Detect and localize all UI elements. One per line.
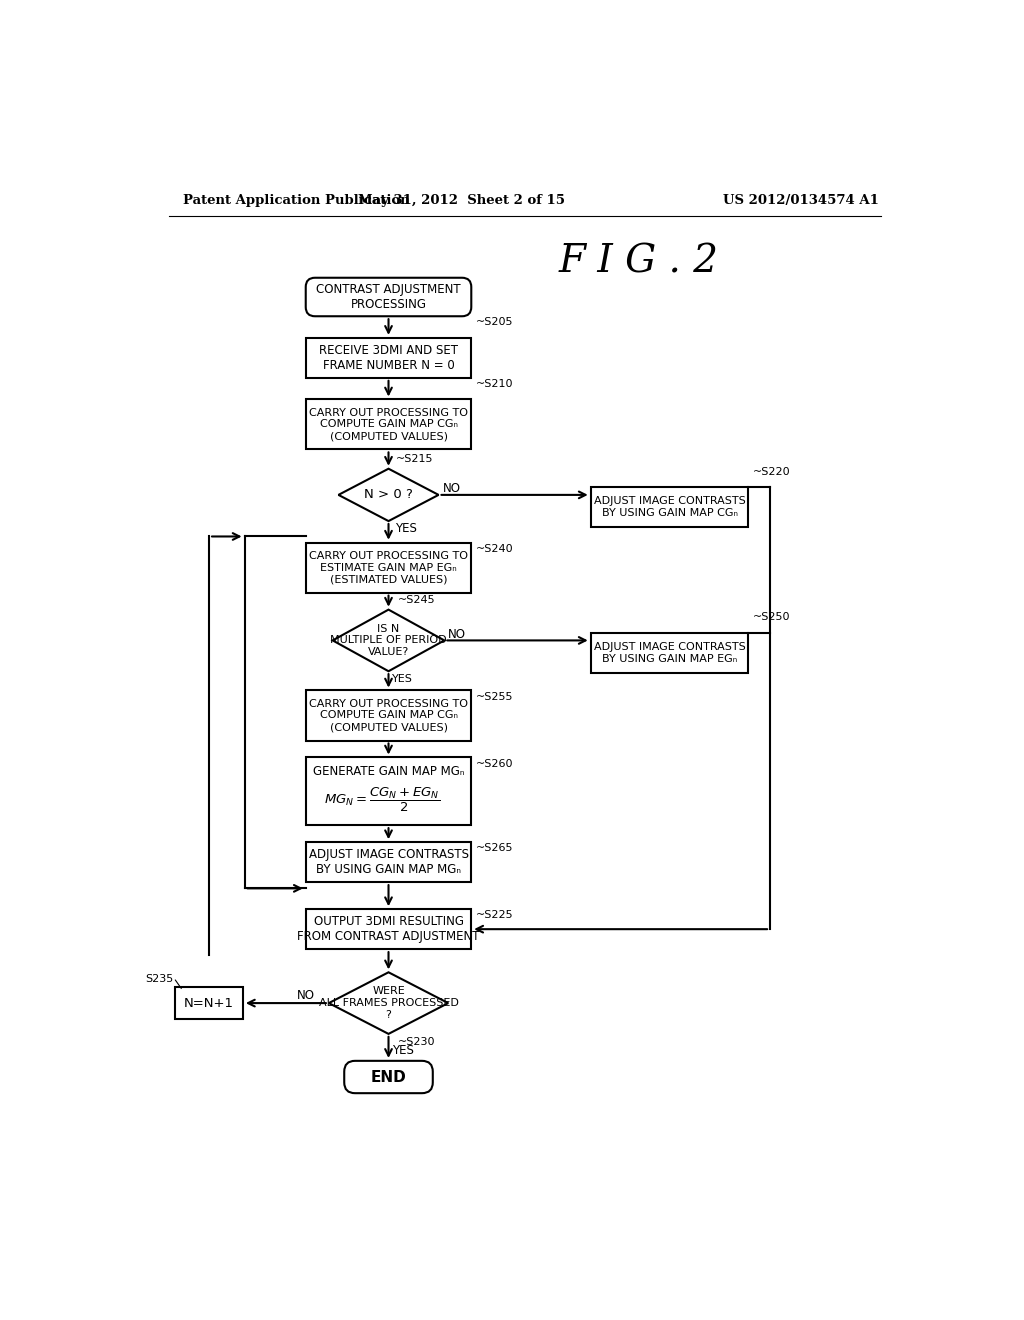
Text: ~S260: ~S260 (476, 759, 513, 768)
Bar (306, 842, 471, 882)
Bar (306, 690, 471, 741)
Bar (591, 632, 749, 673)
Text: S235: S235 (145, 974, 174, 985)
FancyBboxPatch shape (306, 277, 471, 317)
Bar (591, 487, 749, 527)
Text: END: END (371, 1069, 407, 1085)
Text: ADJUST IMAGE CONTRASTS
BY USING GAIN MAP MGₙ: ADJUST IMAGE CONTRASTS BY USING GAIN MAP… (308, 849, 469, 876)
Polygon shape (339, 469, 438, 521)
Text: CARRY OUT PROCESSING TO
ESTIMATE GAIN MAP EGₙ
(ESTIMATED VALUES): CARRY OUT PROCESSING TO ESTIMATE GAIN MA… (309, 550, 468, 585)
Text: ~S240: ~S240 (476, 544, 513, 554)
Text: ~S255: ~S255 (476, 692, 513, 702)
Text: YES: YES (392, 1044, 415, 1057)
Text: CARRY OUT PROCESSING TO
COMPUTE GAIN MAP CGₙ
(COMPUTED VALUES): CARRY OUT PROCESSING TO COMPUTE GAIN MAP… (309, 698, 468, 733)
Text: ~S225: ~S225 (476, 911, 513, 920)
Bar (306, 338, 471, 378)
Text: NO: NO (297, 989, 314, 1002)
Text: N=N+1: N=N+1 (184, 997, 234, 1010)
Text: CARRY OUT PROCESSING TO
COMPUTE GAIN MAP CGₙ
(COMPUTED VALUES): CARRY OUT PROCESSING TO COMPUTE GAIN MAP… (309, 408, 468, 441)
Text: ~S215: ~S215 (396, 454, 434, 463)
Bar (306, 758, 471, 825)
Text: ~S205: ~S205 (476, 317, 513, 326)
Text: IS N
MULTIPLE OF PERIOD
VALUE?: IS N MULTIPLE OF PERIOD VALUE? (330, 624, 446, 657)
Text: ~S250: ~S250 (753, 612, 791, 622)
Text: ~S230: ~S230 (397, 1036, 435, 1047)
Polygon shape (329, 973, 449, 1034)
Text: ~S245: ~S245 (397, 595, 435, 606)
Text: CONTRAST ADJUSTMENT
PROCESSING: CONTRAST ADJUSTMENT PROCESSING (316, 282, 461, 312)
Text: GENERATE GAIN MAP MGₙ: GENERATE GAIN MAP MGₙ (312, 764, 464, 777)
FancyBboxPatch shape (344, 1061, 433, 1093)
Text: OUTPUT 3DMI RESULTING
FROM CONTRAST ADJUSTMENT: OUTPUT 3DMI RESULTING FROM CONTRAST ADJU… (297, 915, 480, 944)
Text: ADJUST IMAGE CONTRASTS
BY USING GAIN MAP EGₙ: ADJUST IMAGE CONTRASTS BY USING GAIN MAP… (594, 642, 745, 664)
Bar (306, 909, 471, 949)
Text: NO: NO (447, 628, 466, 640)
Text: F I G . 2: F I G . 2 (559, 244, 719, 281)
Text: US 2012/0134574 A1: US 2012/0134574 A1 (723, 194, 879, 207)
Text: ADJUST IMAGE CONTRASTS
BY USING GAIN MAP CGₙ: ADJUST IMAGE CONTRASTS BY USING GAIN MAP… (594, 496, 745, 517)
Text: RECEIVE 3DMI AND SET
FRAME NUMBER N = 0: RECEIVE 3DMI AND SET FRAME NUMBER N = 0 (319, 343, 458, 372)
Text: N > 0 ?: N > 0 ? (365, 488, 413, 502)
Bar (306, 400, 471, 449)
Text: YES: YES (394, 523, 417, 536)
Bar (306, 543, 471, 593)
Text: ~S265: ~S265 (476, 843, 513, 853)
Text: YES: YES (392, 675, 414, 684)
Text: NO: NO (442, 482, 461, 495)
Bar (175, 987, 243, 1019)
Text: May 31, 2012  Sheet 2 of 15: May 31, 2012 Sheet 2 of 15 (358, 194, 565, 207)
Text: Patent Application Publication: Patent Application Publication (183, 194, 410, 207)
Text: WERE
ALL FRAMES PROCESSED
?: WERE ALL FRAMES PROCESSED ? (318, 986, 459, 1019)
Polygon shape (333, 610, 444, 671)
Text: ~S220: ~S220 (753, 467, 791, 477)
Text: ~S210: ~S210 (476, 379, 513, 389)
Text: $MG_N = \dfrac{CG_N + EG_N}{2}$: $MG_N = \dfrac{CG_N + EG_N}{2}$ (325, 785, 440, 814)
